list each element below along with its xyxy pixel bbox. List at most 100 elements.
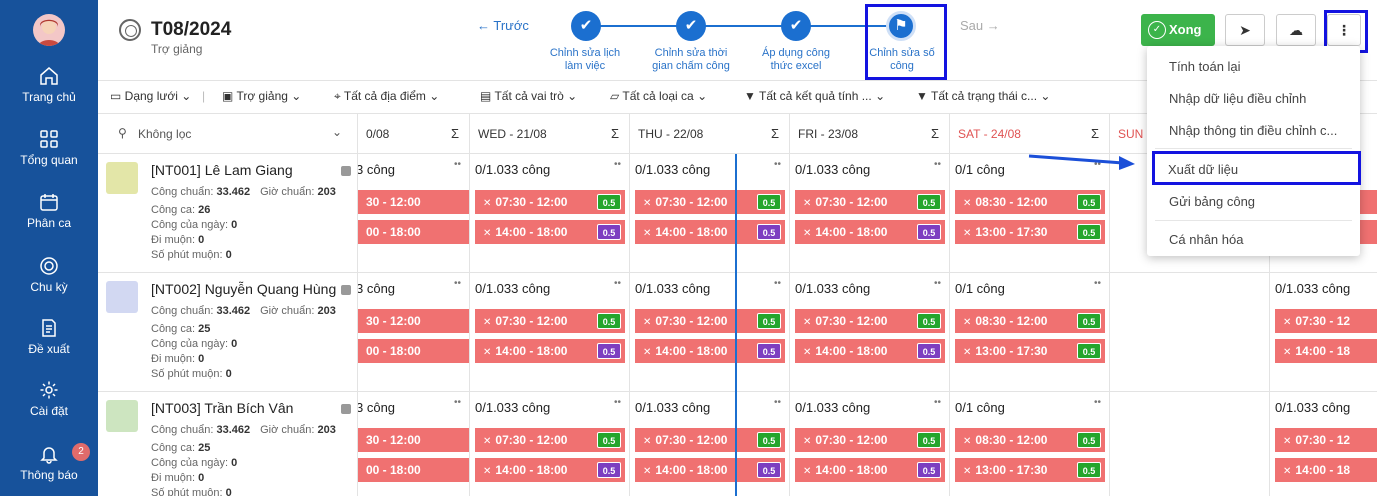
shift-block[interactable]: 00 - 18:000.5 [358,220,469,244]
shift-block[interactable]: ✕ 08:30 - 12:00 0.5 [955,190,1105,214]
role-dropdown[interactable]: ▣ Trợ giảng ⌄ [222,89,302,103]
day-cell[interactable]: 0/1.033 công •• ✕ 07:30 - 12:00 0.5 ✕ 14:00… [790,392,950,496]
day-cell[interactable]: 0/1.033 công •• ✕07:30 - 120.5 ✕14:00 - … [1270,392,1377,496]
day-header[interactable]: SAT - 24/08 Σ [950,114,1110,154]
shift-block[interactable]: ✕ 14:00 - 18:00 0.5 [795,220,945,244]
shift-block[interactable]: 30 - 12:000.5 [358,309,469,333]
cell-more-icon[interactable]: •• [1093,159,1101,170]
day-header[interactable]: 0/08 Σ [358,114,470,154]
result-filter-dropdown[interactable]: ▼ Tất cả kết quả tính ... ⌄ [744,89,886,103]
menu-item-send-timesheet[interactable]: Gửi bảng công [1169,194,1256,209]
cell-more-icon[interactable]: •• [933,278,941,289]
step-4-flag-icon[interactable]: ⚑ [886,11,916,41]
sidebar-item-shifts[interactable]: Phân ca [0,192,98,230]
shift-block[interactable]: ✕ 14:00 - 18:00 0.5 [475,339,625,363]
view-mode-dropdown[interactable]: ▭ Dạng lưới ⌄ [110,89,192,103]
menu-item-import-adjustment-info[interactable]: Nhập thông tin điều chỉnh c... [1169,123,1338,138]
employee-filter[interactable]: ⚲ Không lọc ⌄ [98,114,358,154]
shift-block[interactable]: ✕ 08:30 - 12:00 0.5 [955,309,1105,333]
shift-block[interactable]: ✕ 07:30 - 12:00 0.5 [475,190,625,214]
shift-block[interactable]: 30 - 12:000.5 [358,428,469,452]
shift-block[interactable]: ✕ 13:00 - 17:30 0.5 [955,339,1105,363]
day-cell[interactable]: 0/1.033 công •• ✕07:30 - 120.5 ✕14:00 - … [1270,273,1377,392]
sidebar-item-settings[interactable]: Cài đặt [0,380,98,418]
shift-block[interactable]: ✕ 13:00 - 17:30 0.5 [955,220,1105,244]
day-cell[interactable]: 0/1 công •• ✕ 08:30 - 12:00 0.5 ✕ 13:00 - 1… [950,273,1110,392]
day-cell[interactable] [1110,273,1270,392]
shift-block[interactable]: ✕ 07:30 - 12:00 0.5 [475,428,625,452]
shift-block[interactable]: 00 - 18:000.5 [358,458,469,482]
day-cell[interactable]: 3 công •• 30 - 12:000.5 00 - 18:000.5 [358,273,470,392]
shift-block[interactable]: ✕ 07:30 - 12:00 0.5 [795,428,945,452]
cell-more-icon[interactable]: •• [453,278,461,289]
shift-block[interactable]: ✕ 07:30 - 12:00 0.5 [475,309,625,333]
day-cell[interactable]: 0/1.033 công •• ✕ 07:30 - 12:00 0.5 ✕ 14:00… [630,392,790,496]
day-cell[interactable]: 0/1.033 công •• ✕ 07:30 - 12:00 0.5 ✕ 14:00… [630,154,790,273]
cloud-download-button[interactable]: ☁ [1276,14,1316,46]
position-dropdown[interactable]: ▤ Tất cả vai trò ⌄ [480,89,578,103]
shift-block[interactable]: ✕14:00 - 180.5 [1275,339,1377,363]
step-3-check-icon[interactable]: ✔ [781,11,811,41]
shift-block[interactable]: ✕ 14:00 - 18:00 0.5 [635,220,785,244]
shift-block[interactable]: ✕07:30 - 120.5 [1275,309,1377,333]
cell-more-icon[interactable]: •• [1093,397,1101,408]
shift-block[interactable]: 00 - 18:000.5 [358,339,469,363]
employee-menu-icon[interactable] [341,404,351,414]
employee-row[interactable]: [NT003] Trần Bích Vân Công chuẩn: 33.462… [98,392,358,496]
cell-more-icon[interactable]: •• [773,278,781,289]
shift-block[interactable]: ✕ 14:00 - 18:00 0.5 [475,220,625,244]
day-header[interactable]: THU - 22/08 Σ [630,114,790,154]
shift-type-dropdown[interactable]: ▱ Tất cả loại ca ⌄ [610,89,708,103]
sidebar-item-overview[interactable]: Tổng quan [0,129,98,167]
menu-item-import-adjustment-data[interactable]: Nhập dữ liệu điều chỉnh [1169,91,1307,106]
day-cell[interactable]: 0/1.033 công •• ✕ 07:30 - 12:00 0.5 ✕ 14:00… [470,154,630,273]
user-avatar[interactable] [33,14,65,46]
shift-block[interactable]: ✕07:30 - 120.5 [1275,428,1377,452]
shift-block[interactable]: ✕ 14:00 - 18:00 0.5 [635,458,785,482]
shift-block[interactable]: ✕ 07:30 - 12:00 0.5 [635,190,785,214]
day-cell[interactable]: 0/1 công •• ✕ 08:30 - 12:00 0.5 ✕ 13:00 - 1… [950,154,1110,273]
menu-item-recalculate[interactable]: Tính toán lại [1169,59,1241,74]
day-cell[interactable]: 0/1.033 công •• ✕ 07:30 - 12:00 0.5 ✕ 14:00… [470,392,630,496]
shift-block[interactable]: ✕ 07:30 - 12:00 0.5 [635,428,785,452]
cell-more-icon[interactable]: •• [933,159,941,170]
location-dropdown[interactable]: ⌖ Tất cả địa điểm ⌄ [334,89,440,103]
step-2-check-icon[interactable]: ✔ [676,11,706,41]
day-cell[interactable]: 0/1.033 công •• ✕ 07:30 - 12:00 0.5 ✕ 14:00… [790,273,950,392]
day-cell[interactable] [1110,392,1270,496]
cell-more-icon[interactable]: •• [453,159,461,170]
shift-block[interactable]: ✕ 07:30 - 12:00 0.5 [635,309,785,333]
shift-block[interactable]: ✕14:00 - 180.5 [1275,458,1377,482]
step-1-check-icon[interactable]: ✔ [571,11,601,41]
cell-more-icon[interactable]: •• [453,397,461,408]
cell-more-icon[interactable]: •• [613,159,621,170]
shift-block[interactable]: ✕ 14:00 - 18:00 0.5 [475,458,625,482]
menu-item-export-data[interactable]: Xuất dữ liệu [1168,162,1239,177]
status-filter-dropdown[interactable]: ▼ Tất cả trạng thái c... ⌄ [916,89,1051,103]
cell-more-icon[interactable]: •• [613,278,621,289]
cell-more-icon[interactable]: •• [613,397,621,408]
sidebar-item-notifications[interactable]: Thông báo [0,444,98,482]
shift-block[interactable]: ✕ 14:00 - 18:00 0.5 [795,458,945,482]
day-cell[interactable]: 0/1.033 công •• ✕ 07:30 - 12:00 0.5 ✕ 14:00… [470,273,630,392]
more-options-button[interactable]: ⋮ [1327,14,1361,46]
shift-block[interactable]: ✕ 14:00 - 18:00 0.5 [635,339,785,363]
next-button[interactable]: Sau → [960,18,1000,33]
shift-block[interactable]: ✕ 07:30 - 12:00 0.5 [795,309,945,333]
cell-more-icon[interactable]: •• [773,159,781,170]
cell-more-icon[interactable]: •• [1093,278,1101,289]
day-cell[interactable]: 0/1.033 công •• ✕ 07:30 - 12:00 0.5 ✕ 14:00… [790,154,950,273]
day-header[interactable]: FRI - 23/08 Σ [790,114,950,154]
sidebar-item-home[interactable]: Trang chủ [0,66,98,104]
shift-block[interactable]: ✕ 07:30 - 12:00 0.5 [795,190,945,214]
shift-block[interactable]: ✕ 08:30 - 12:00 0.5 [955,428,1105,452]
shift-block[interactable]: 30 - 12:000.5 [358,190,469,214]
shift-block[interactable]: ✕ 13:00 - 17:30 0.5 [955,458,1105,482]
employee-row[interactable]: [NT002] Nguyễn Quang Hùng Công chuẩn: 33… [98,273,358,392]
shift-block[interactable]: ✕ 14:00 - 18:00 0.5 [795,339,945,363]
day-cell[interactable]: 0/1.033 công •• ✕ 07:30 - 12:00 0.5 ✕ 14:00… [630,273,790,392]
day-cell[interactable]: 0/1 công •• ✕ 08:30 - 12:00 0.5 ✕ 13:00 - 1… [950,392,1110,496]
cell-more-icon[interactable]: •• [773,397,781,408]
prev-button[interactable]: ← Trước [477,18,529,33]
day-cell[interactable]: 3 công •• 30 - 12:000.5 00 - 18:000.5 [358,392,470,496]
